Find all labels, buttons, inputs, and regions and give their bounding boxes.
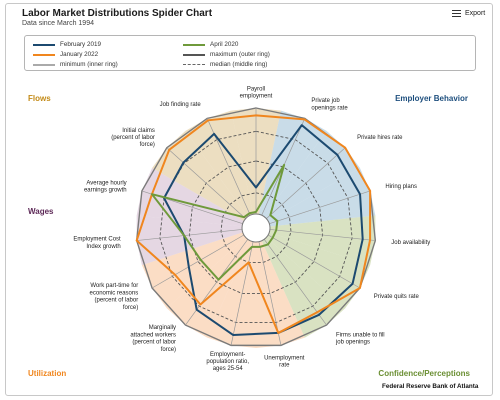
group-label: Wages (28, 207, 54, 216)
axis-spoke (266, 147, 346, 219)
inner-ring (241, 213, 271, 243)
legend-item-minimum[interactable]: minimum (inner ring) (33, 61, 118, 68)
axis-label: openings rate (311, 105, 348, 111)
group-label: Employer Behavior (395, 94, 468, 103)
axis-label: (percent of labor (95, 298, 139, 304)
axis-label: force) (140, 142, 155, 148)
legend-swatch (33, 53, 55, 56)
chart-legend: February 2019 April 2020 January 2022 ma… (24, 35, 476, 71)
legend-label: minimum (inner ring) (60, 61, 118, 68)
group-sector (136, 168, 244, 227)
legend-label: maximum (outer ring) (210, 51, 270, 58)
axis-label: Employment- (210, 352, 245, 358)
group-sector (185, 110, 254, 217)
legend-label: median (middle ring) (210, 61, 268, 68)
series-line-april-2020 (150, 163, 286, 281)
grid-ring-0 (220, 192, 292, 263)
legend-label: January 2022 (60, 51, 99, 58)
axis-label: population ratio, (206, 359, 249, 365)
axis-label: (percent of labor (132, 340, 176, 346)
axis-label: Private hires rate (357, 135, 403, 141)
group-label: Confidence/Perceptions (378, 369, 470, 378)
axis-spoke (136, 229, 243, 241)
legend-item-february-2019[interactable]: February 2019 (33, 41, 101, 48)
group-sector (166, 237, 251, 338)
chart-title: Labor Market Distributions Spider Chart (22, 8, 213, 19)
source-credit: Federal Reserve Bank of Atlanta (382, 383, 479, 390)
legend-item-maximum[interactable]: maximum (outer ring) (183, 51, 270, 58)
legend-swatch (33, 63, 55, 66)
legend-swatch (183, 53, 205, 56)
axis-spoke (151, 234, 245, 289)
axis-label: (percent of labor (111, 135, 155, 141)
axis-label: Private quits rate (374, 294, 420, 300)
group-sector (141, 232, 246, 309)
series-line-february-2019 (163, 124, 364, 337)
axis-label: force) (123, 305, 138, 311)
group-sector (258, 110, 327, 217)
series-line-january-2022 (135, 114, 372, 334)
axis-label: Marginally (149, 325, 176, 331)
axis-label: Average hourly (86, 180, 126, 186)
axis-label: Initial claims (122, 128, 155, 134)
axis-spoke (166, 147, 246, 219)
group-sector (152, 130, 248, 221)
legend-item-median[interactable]: median (middle ring) (183, 61, 267, 68)
axis-label: attached workers (130, 332, 176, 338)
group-sector (256, 240, 305, 348)
legend-item-january-2022[interactable]: January 2022 (33, 51, 98, 58)
legend-swatch (183, 64, 205, 65)
axis-spoke (230, 241, 254, 346)
axis-label: Firms unable to fill (336, 332, 385, 338)
axis-label: economic reasons (90, 290, 139, 296)
export-label: Export (465, 10, 486, 17)
axis-label: Private job (311, 98, 340, 104)
axis-spoke (269, 190, 371, 225)
axis-label: force) (161, 347, 176, 353)
axis-label: Employment Cost (73, 237, 121, 243)
legend-label: February 2019 (60, 41, 101, 48)
axis-label: Work part-time for (90, 283, 138, 289)
axis-label: Index growth (86, 244, 120, 250)
axis-spoke (185, 239, 249, 326)
group-label: Flows (28, 94, 51, 103)
legend-swatch (33, 43, 55, 46)
legend-label: April 2020 (210, 41, 239, 48)
axis-spoke (267, 234, 361, 289)
group-sector (136, 215, 243, 266)
group-sector (266, 232, 371, 309)
axis-spoke (269, 229, 376, 241)
group-sector (269, 215, 376, 266)
axis-label: rate (279, 363, 290, 369)
axis-label: Payroll (247, 86, 265, 92)
group-sector (261, 237, 346, 338)
legend-item-april-2020[interactable]: April 2020 (183, 41, 238, 48)
axis-label: Unemployment (264, 355, 305, 361)
axis-label: employment (240, 94, 273, 100)
axis-label: Hiring plans (385, 184, 417, 190)
axis-label: job openings (335, 340, 370, 346)
chart-subtitle: Data since March 1994 (22, 20, 94, 27)
export-button[interactable]: Export (452, 10, 486, 18)
axis-spoke (263, 239, 327, 326)
group-label: Utilization (28, 369, 66, 378)
legend-swatch (183, 43, 205, 46)
group-sector (268, 168, 376, 227)
axis-label: Job finding rate (160, 102, 202, 108)
axis-label: Job availability (391, 240, 430, 246)
axis-label: ages 25-54 (213, 366, 244, 372)
menu-icon (452, 10, 461, 18)
axis-label: earnings growth (84, 188, 127, 194)
